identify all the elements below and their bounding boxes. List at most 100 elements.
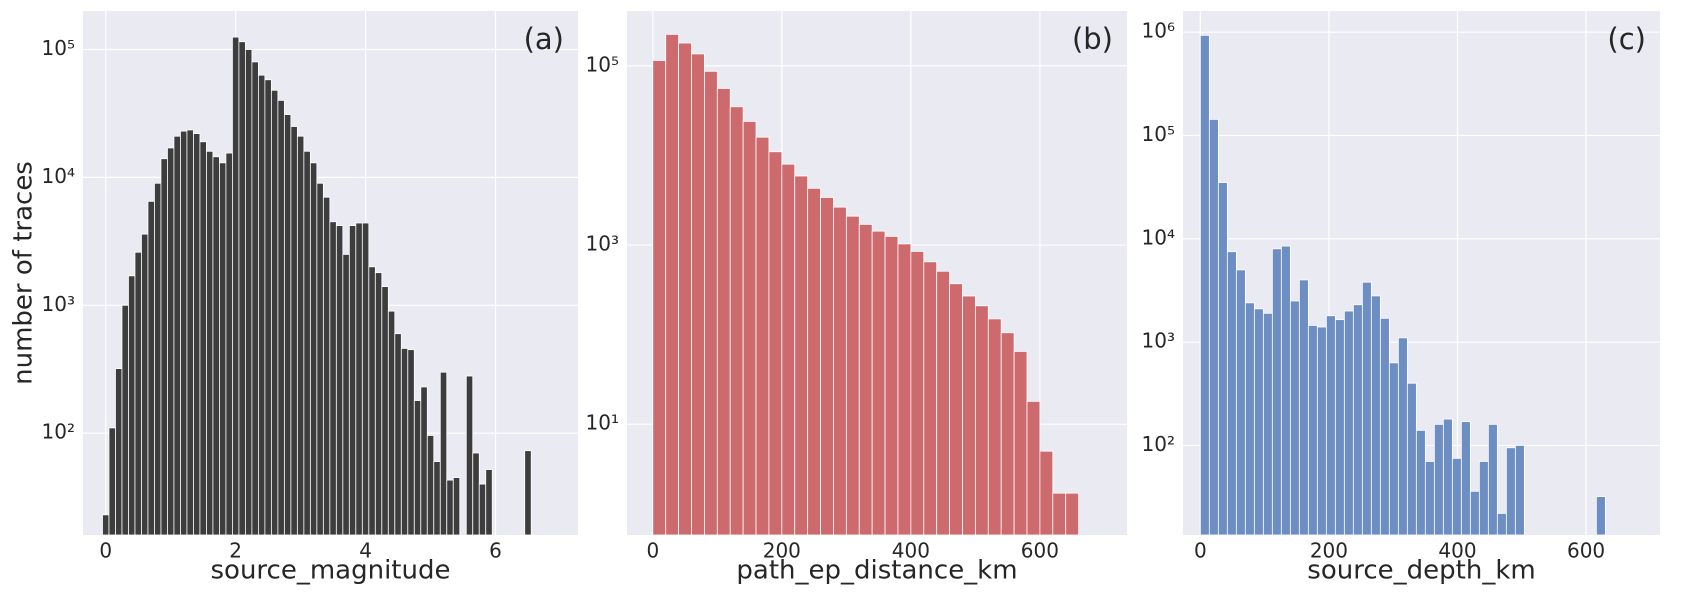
bar xyxy=(1487,423,1498,536)
bar xyxy=(524,450,532,536)
bar xyxy=(1289,300,1300,536)
bar xyxy=(781,163,796,536)
bar xyxy=(755,136,770,536)
bar xyxy=(154,182,162,536)
panel: 10² 10³ 10⁴ 10⁵ 0 2 4 6 (a) source_magnitude numbe… xyxy=(9,11,578,586)
y-tick-label: 10² xyxy=(42,420,75,444)
bar xyxy=(173,135,181,536)
bar xyxy=(1397,337,1408,536)
bar xyxy=(871,230,886,536)
bar xyxy=(833,206,847,536)
bar xyxy=(691,53,705,536)
bar xyxy=(446,479,454,536)
bar xyxy=(910,250,925,536)
bar xyxy=(949,283,963,536)
bar xyxy=(160,158,168,536)
bar xyxy=(665,33,680,536)
bar xyxy=(426,435,435,536)
bar xyxy=(1325,315,1336,536)
bar xyxy=(1000,332,1015,536)
y-tick-label: 10⁴ xyxy=(1142,225,1175,249)
y-tick-label: 10⁶ xyxy=(1142,19,1175,43)
bar xyxy=(400,348,409,536)
bar xyxy=(485,469,493,536)
bar xyxy=(897,243,912,536)
bar xyxy=(1370,295,1381,536)
bar xyxy=(238,41,246,536)
bar xyxy=(1217,182,1228,536)
bar xyxy=(1235,269,1246,536)
x-axis-label: source_depth_km xyxy=(1307,556,1535,586)
bar xyxy=(134,251,142,536)
bar xyxy=(1442,418,1453,536)
bar xyxy=(355,222,363,536)
bar xyxy=(923,261,938,536)
x-axis-label: source_magnitude xyxy=(211,556,451,586)
bar xyxy=(407,349,415,536)
bar xyxy=(394,333,402,536)
x-tick-label: 0 xyxy=(1194,539,1207,563)
bar xyxy=(108,427,116,536)
bar xyxy=(141,233,149,536)
y-tick-label: 10² xyxy=(1142,432,1175,456)
bar xyxy=(264,79,272,536)
bar xyxy=(147,200,155,536)
bar xyxy=(433,461,441,536)
x-tick-label: 400 xyxy=(892,539,930,563)
bar xyxy=(858,224,873,536)
bar xyxy=(465,375,474,536)
x-tick-label: 2 xyxy=(229,539,242,563)
bar xyxy=(381,286,389,536)
panel: 10² 10³ 10⁴ 10⁵ 10⁶ 0 200 400 600 (c) source_depth… xyxy=(1142,11,1660,586)
bar xyxy=(884,235,899,536)
bar xyxy=(472,452,480,536)
bar xyxy=(290,126,298,536)
bar xyxy=(115,368,123,536)
y-tick-label: 10³ xyxy=(1142,329,1175,353)
y-tick-label: 10¹ xyxy=(586,411,619,435)
y-tick-label: 10⁵ xyxy=(586,52,619,76)
bar xyxy=(1388,362,1399,536)
bar xyxy=(1298,279,1309,536)
y-tick-label: 10⁴ xyxy=(42,164,75,188)
bar xyxy=(1505,447,1516,536)
bar xyxy=(283,114,292,536)
x-tick-label: 4 xyxy=(359,539,372,563)
x-tick-label: 200 xyxy=(1310,539,1348,563)
bar xyxy=(1026,400,1041,536)
bar xyxy=(1244,302,1255,536)
bar xyxy=(729,106,744,536)
bar xyxy=(1514,445,1525,536)
bar xyxy=(335,225,344,536)
x-tick-label: 200 xyxy=(763,539,801,563)
bar xyxy=(820,197,834,536)
bar xyxy=(1208,118,1219,536)
bar xyxy=(257,74,266,536)
bar xyxy=(794,175,809,536)
bar xyxy=(186,129,194,536)
bar xyxy=(121,304,129,536)
bar xyxy=(1406,382,1417,536)
x-axis-label: path_ep_distance_km xyxy=(736,556,1017,586)
bar xyxy=(322,196,331,536)
bar xyxy=(296,135,305,536)
bar xyxy=(219,162,227,536)
bar xyxy=(1262,312,1273,536)
bar xyxy=(1280,245,1291,536)
bar xyxy=(374,272,383,536)
bar xyxy=(212,156,220,536)
bar xyxy=(439,371,448,536)
bar xyxy=(652,60,667,536)
bar xyxy=(102,514,110,536)
bar xyxy=(1352,304,1363,536)
bar xyxy=(128,275,136,536)
bar xyxy=(936,270,950,536)
bar xyxy=(193,133,201,536)
bar xyxy=(1451,457,1462,536)
panel-label: (c) xyxy=(1607,22,1646,56)
bar xyxy=(199,141,207,536)
bar xyxy=(716,88,731,536)
bar xyxy=(420,386,428,536)
bar xyxy=(1379,317,1390,536)
